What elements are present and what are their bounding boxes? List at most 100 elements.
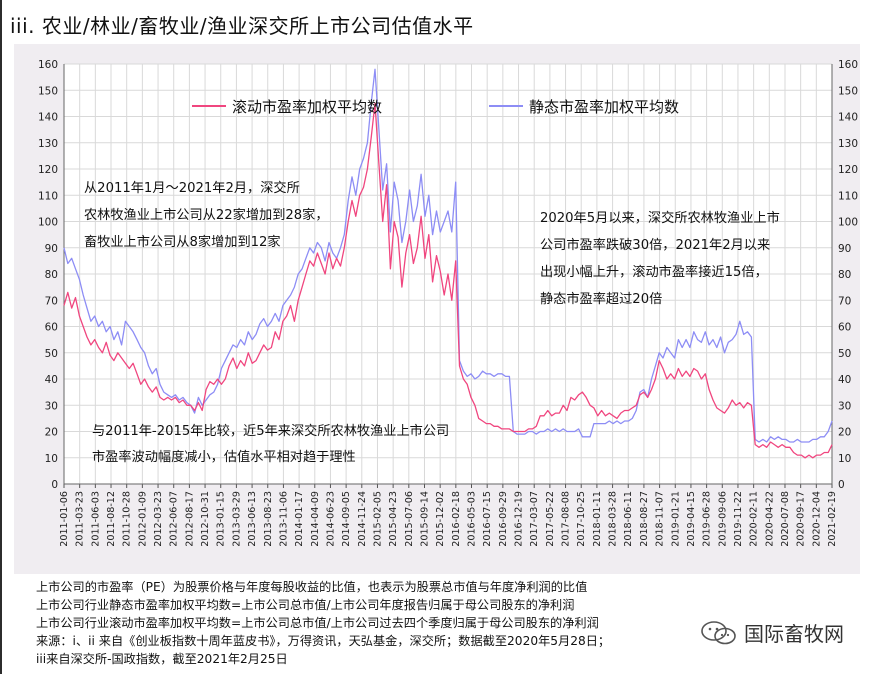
x-tick-label: 2017-08-08 [561,491,572,547]
y-tick-label-left: 90 [45,243,58,255]
x-tick-label: 2017-05-22 [545,491,556,547]
x-tick-label: 2019-04-15 [686,491,697,547]
y-tick-label-right: 70 [838,295,851,307]
y-tick-label-left: 20 [45,427,58,439]
y-tick-label-right: 90 [838,243,851,255]
series-line-rolling-pe [63,102,833,459]
y-tick-label-left: 80 [45,269,58,281]
x-tick-label: 2012-08-17 [184,491,195,547]
y-tick-label-right: 20 [838,427,851,439]
watermark: 国际畜牧网 [700,618,844,647]
y-tick-label-left: 0 [51,479,58,491]
x-tick-label: 2019-11-22 [733,491,744,547]
y-tick-label-left: 100 [38,217,58,229]
x-tick-label: 2014-06-23 [325,491,336,547]
y-tick-label-left: 30 [45,400,58,412]
x-tick-label: 2019-06-28 [702,491,713,547]
note-line: 来源：i、ii 来自《创业板指数十周年蓝皮书》，万得资讯，天弘基金，深交所；数据… [36,634,611,648]
legend-label: 静态市盈率加权平均数 [529,98,679,116]
left-border-rule [0,0,2,674]
x-tick-label: 2021-02-19 [827,491,838,547]
x-tick-label: 2020-02-11 [749,491,760,547]
y-tick-label-left: 110 [38,190,58,202]
x-tick-label: 2018-01-11 [592,491,603,547]
x-tick-label: 2014-11-24 [357,491,368,547]
y-tick-label-left: 70 [45,295,58,307]
x-tick-label: 2015-07-06 [404,491,415,547]
x-tick-label: 2012-01-09 [137,491,148,547]
wechat-icon [701,620,736,644]
y-tick-label-right: 40 [838,374,851,386]
x-tick-label: 2015-12-02 [435,491,446,547]
annotation-line: 出现小幅上升，滚动市盈率接近15倍， [540,263,768,280]
y-tick-label-right: 140 [838,112,858,124]
x-tick-label: 2018-11-07 [655,491,666,547]
x-tick-label: 2013-06-13 [247,491,258,547]
note-line: iii来自深交所-国政指数，截至2021年2月25日 [36,652,288,666]
x-tick-label: 2013-03-29 [231,491,242,547]
x-tick-label: 2019-09-06 [717,491,728,547]
x-tick-label: 2014-01-17 [294,491,305,547]
y-tick-label-left: 120 [38,164,58,176]
annotation-line: 与2011年-2015年比较，近5年来深交所农林牧渔业上市公司 [92,422,449,439]
y-tick-label-right: 0 [838,479,845,491]
note-line: 上市公司的市盈率（PE）为股票价格与年度每股收益的比值，也表示为股票总市值与年度… [36,580,588,594]
x-tick-label: 2011-08-12 [106,491,117,547]
y-tick-label-right: 120 [838,164,858,176]
x-tick-label: 2011-10-28 [122,491,133,547]
y-tick-label-right: 50 [838,348,851,360]
x-tick-label: 2020-12-04 [811,491,822,547]
annotation-line: 2020年5月以来，深交所农林牧渔业上市 [540,209,780,226]
watermark-text: 国际畜牧网 [744,622,844,646]
note-line: 上市公司行业静态市盈率加权平均数=上市公司总市值/上市公司年度报告归属于母公司股… [36,598,575,612]
y-tick-label-left: 50 [45,348,58,360]
x-tick-label: 2020-09-17 [796,491,807,547]
x-tick-label: 2020-04-22 [764,491,775,547]
y-tick-label-right: 80 [838,269,851,281]
y-tick-label-left: 160 [38,59,58,71]
y-tick-label-left: 40 [45,374,58,386]
annotation-line: 市盈率波动幅度减小，估值水平相对趋于理性 [92,448,356,465]
x-tick-label: 2020-07-08 [780,491,791,547]
x-tick-label: 2016-05-03 [467,491,478,547]
x-tick-label: 2011-03-23 [75,491,86,547]
x-tick-label: 2018-06-11 [623,491,634,547]
legend-label: 滚动市盈率加权平均数 [232,98,382,116]
annotation-line: 畜牧业上市公司从8家增加到12家 [84,233,281,250]
x-tick-label: 2018-03-28 [608,491,619,547]
x-tick-label: 2017-10-25 [576,491,587,547]
chart-area: 0 0 10 10 20 20 30 30 40 40 50 50 60 60 70 70 80 80 90 90 10… [14,44,860,574]
x-tick-label: 2016-12-19 [514,491,525,547]
x-tick-label: 2016-09-29 [498,491,509,547]
y-tick-label-left: 140 [38,112,58,124]
y-tick-label-left: 60 [45,322,58,334]
note-line: 上市公司行业滚动市盈率加权平均数=上市公司总市值/上市公司过去四个季度归属于母公… [36,616,599,630]
x-tick-label: 2018-08-27 [639,491,650,547]
y-tick-label-right: 160 [838,59,858,71]
x-tick-label: 2013-01-15 [216,491,227,547]
y-tick-label-left: 130 [38,138,58,150]
x-tick-label: 2013-11-06 [278,491,289,547]
x-tick-label: 2015-02-05 [372,491,383,547]
x-tick-label: 2012-03-23 [153,491,164,547]
x-tick-label: 2019-01-21 [670,491,681,547]
y-tick-label-left: 150 [38,85,58,97]
pe-line-chart: 0 0 10 10 20 20 30 30 40 40 50 50 60 60 70 70 80 80 90 90 10… [38,59,858,547]
x-tick-label: 2012-10-31 [200,491,211,547]
x-tick-label: 2014-09-05 [341,491,352,547]
x-tick-label: 2015-09-14 [419,491,430,547]
x-tick-label: 2011-01-06 [59,491,70,547]
y-tick-label-right: 100 [838,217,858,229]
x-tick-label: 2015-04-23 [388,491,399,547]
y-tick-label-right: 30 [838,400,851,412]
annotation-line: 静态市盈率超过20倍 [540,290,662,307]
x-tick-label: 2012-06-07 [169,491,180,547]
x-tick-label: 2014-04-09 [310,491,321,547]
y-tick-label-right: 10 [838,453,851,465]
x-tick-label: 2017-03-07 [529,491,540,547]
page-title: iii. 农业/林业/畜牧业/渔业深交所上市公司估值水平 [10,14,474,38]
notes-block: 上市公司的市盈率（PE）为股票价格与年度每股收益的比值，也表示为股票总市值与年度… [36,578,610,668]
y-tick-label-right: 150 [838,85,858,97]
y-tick-label-left: 10 [45,453,58,465]
y-tick-label-right: 130 [838,138,858,150]
